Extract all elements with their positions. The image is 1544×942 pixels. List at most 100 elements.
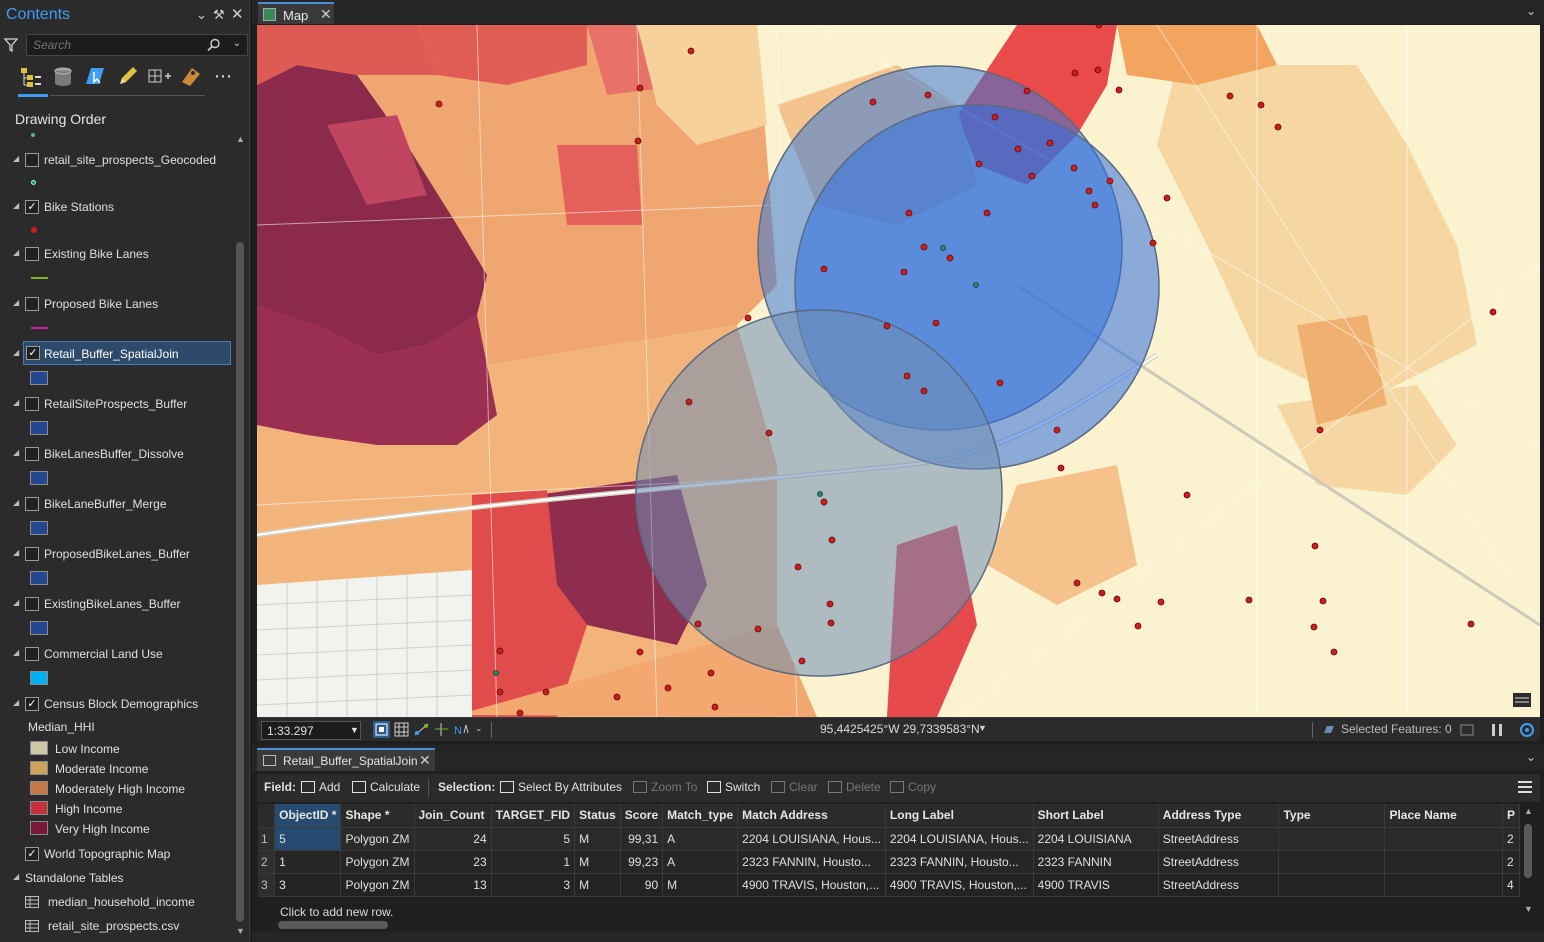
layer-commercial-land-use[interactable]: ◢ Commercial Land Use [0, 644, 232, 664]
more-options-icon[interactable]: ⋯ [214, 66, 232, 86]
search-options-chevron-icon[interactable]: ⌄ [232, 38, 241, 49]
scroll-down-icon[interactable]: ▼ [1524, 904, 1533, 914]
copy-selection-button[interactable]: Copy [890, 780, 936, 794]
table-cell[interactable]: 2 [1502, 827, 1521, 851]
pin-icon[interactable]: ⚒ [213, 7, 225, 22]
table-horizontal-scrollbar[interactable] [258, 920, 1520, 930]
contents-scrollbar[interactable]: ▲ ▼ [235, 134, 245, 938]
scroll-up-icon[interactable]: ▲ [1524, 806, 1533, 816]
search-input[interactable] [27, 35, 197, 55]
add-field-button[interactable]: Add [301, 780, 340, 794]
search-icon[interactable] [207, 38, 221, 52]
refresh-cycle-icon[interactable] [1519, 722, 1535, 738]
layer-visibility-checkbox[interactable] [25, 647, 39, 661]
table-cell[interactable] [1278, 873, 1386, 897]
grid-icon[interactable] [393, 721, 410, 738]
table-cell[interactable]: A [662, 827, 739, 851]
layer-visibility-checkbox[interactable]: ✓ [25, 847, 39, 861]
expand-triangle-icon[interactable]: ◢ [13, 698, 20, 707]
column-header[interactable]: Join_Count [414, 804, 492, 828]
layer-visibility-checkbox[interactable] [25, 247, 39, 261]
expand-triangle-icon[interactable]: ◢ [13, 398, 20, 407]
column-header[interactable]: P [1502, 804, 1521, 828]
layer-visibility-checkbox[interactable]: ✓ [25, 697, 39, 711]
expand-triangle-icon[interactable]: ◢ [13, 872, 20, 881]
table-cell[interactable] [1278, 827, 1386, 851]
list-by-editing-icon[interactable] [114, 64, 140, 90]
table-cell[interactable]: 5 [491, 827, 576, 851]
layer-visibility-checkbox[interactable] [25, 547, 39, 561]
layer-census-block-demographics[interactable]: ◢ ✓ Census Block Demographics [0, 694, 232, 714]
list-by-snapping-icon[interactable] [146, 64, 172, 90]
layer-visibility-checkbox[interactable] [25, 497, 39, 511]
table-cell[interactable]: 4900 TRAVIS [1033, 873, 1159, 897]
table-cell[interactable] [1384, 827, 1503, 851]
clear-selection-button[interactable]: Clear [771, 780, 818, 794]
table-vertical-scrollbar[interactable]: ▲ ▼ [1522, 806, 1534, 918]
snapping-icon[interactable] [413, 721, 430, 738]
scrollbar-thumb[interactable] [1524, 824, 1532, 878]
column-header[interactable]: Match Address [737, 804, 886, 828]
close-tab-icon[interactable]: ✕ [320, 6, 332, 22]
layer-visibility-checkbox[interactable] [25, 153, 39, 167]
column-header[interactable]: Score [620, 804, 664, 828]
table-cell[interactable]: 4900 TRAVIS, Houston,... [885, 873, 1034, 897]
column-header[interactable]: Place Name [1384, 804, 1503, 828]
list-by-drawing-order-icon[interactable] [18, 64, 44, 90]
row-number[interactable]: 3 [258, 873, 276, 897]
row-number[interactable]: 2 [258, 850, 276, 874]
expand-triangle-icon[interactable]: ◢ [13, 348, 20, 357]
layer-bike-stations[interactable]: ◢ ✓ Bike Stations [0, 197, 232, 217]
expand-triangle-icon[interactable]: ◢ [13, 648, 20, 657]
table-cell[interactable]: 1 [491, 850, 576, 874]
table-cell[interactable]: 3 [491, 873, 576, 897]
table-cell[interactable] [1384, 873, 1503, 897]
scrollbar-thumb[interactable] [236, 242, 244, 922]
table-cell[interactable]: Polygon ZM [340, 850, 415, 874]
table-menu-icon[interactable] [1518, 781, 1532, 796]
table-cell[interactable]: 2204 LOUISIANA, Hous... [885, 827, 1034, 851]
expand-triangle-icon[interactable]: ◢ [13, 298, 20, 307]
layer-existingbikelanes-buffer[interactable]: ◢ ExistingBikeLanes_Buffer [0, 594, 232, 614]
close-tab-icon[interactable]: ✕ [419, 752, 431, 768]
table-cell[interactable]: 24 [414, 827, 492, 851]
fixed-zoom-icon[interactable] [373, 721, 390, 738]
list-by-labeling-icon[interactable] [178, 64, 204, 90]
pane-options-chevron-icon[interactable]: ⌄ [196, 7, 207, 22]
column-header[interactable]: Short Label [1033, 804, 1159, 828]
close-pane-icon[interactable]: ✕ [231, 6, 244, 23]
column-header[interactable]: Match_type [662, 804, 739, 828]
layer-proposedbikelanes-buffer[interactable]: ◢ ProposedBikeLanes_Buffer [0, 544, 232, 564]
table-cell[interactable]: 1 [274, 850, 342, 874]
switch-selection-button[interactable]: Switch [707, 780, 760, 794]
row-number[interactable]: 1 [258, 827, 276, 851]
expand-triangle-icon[interactable]: ◢ [13, 448, 20, 457]
standalone-tables-group[interactable]: ◢ Standalone Tables [0, 868, 232, 888]
layer-retail-site-prospects-geocoded[interactable]: ◢ retail_site_prospects_Geocoded [0, 150, 232, 170]
table-cell[interactable]: 2204 LOUISIANA, Hous... [737, 827, 886, 851]
constraint-icon[interactable] [433, 721, 450, 738]
table-cell[interactable]: 2323 FANNIN, Housto... [885, 850, 1034, 874]
table-cell[interactable]: 23 [414, 850, 492, 874]
layer-bikelanesbuffer-dissolve[interactable]: ◢ BikeLanesBuffer_Dissolve [0, 444, 232, 464]
map-drawing[interactable] [257, 25, 1540, 717]
table-cell[interactable]: StreetAddress [1158, 850, 1280, 874]
table-cell[interactable]: Polygon ZM [340, 827, 415, 851]
table-cell[interactable]: 4 [1502, 873, 1521, 897]
table-cell[interactable]: StreetAddress [1158, 873, 1280, 897]
tab-attribute-table[interactable]: Retail_Buffer_SpatialJoin ✕ [257, 748, 435, 771]
tab-list-chevron-icon[interactable]: ⌄ [1525, 4, 1536, 18]
table-cell[interactable]: 90 [620, 873, 664, 897]
list-by-selection-icon[interactable] [82, 64, 108, 90]
layer-retail-buffer-spatialjoin[interactable]: ✓ Retail_Buffer_SpatialJoin [23, 341, 231, 365]
column-header[interactable]: ObjectID * [274, 804, 342, 828]
zoom-to-button[interactable]: Zoom To [633, 780, 697, 794]
table-cell[interactable]: StreetAddress [1158, 827, 1280, 851]
layer-retailsiteprospects-buffer[interactable]: ◢ RetailSiteProspects_Buffer [0, 394, 232, 414]
calculate-field-button[interactable]: Calculate [352, 780, 420, 794]
scroll-down-icon[interactable]: ▼ [236, 926, 245, 936]
expand-triangle-icon[interactable]: ◢ [13, 498, 20, 507]
layer-visibility-checkbox[interactable]: ✓ [25, 200, 39, 214]
delete-selection-button[interactable]: Delete [828, 780, 881, 794]
table-cell[interactable] [1278, 850, 1386, 874]
